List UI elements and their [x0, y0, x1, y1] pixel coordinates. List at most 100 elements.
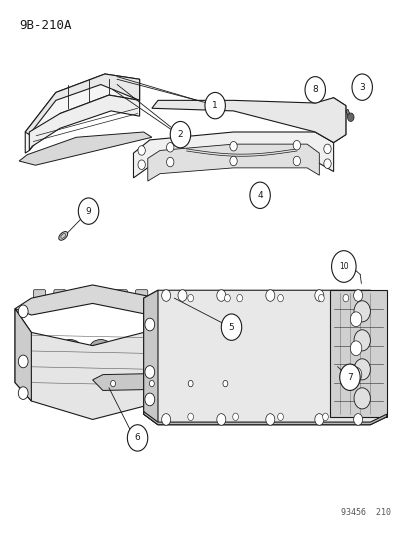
Polygon shape [345, 109, 350, 118]
Polygon shape [314, 98, 345, 142]
Polygon shape [25, 74, 139, 153]
Circle shape [322, 413, 328, 421]
Circle shape [265, 414, 274, 425]
Circle shape [138, 160, 145, 169]
Circle shape [342, 294, 348, 302]
Circle shape [145, 366, 154, 378]
Circle shape [224, 294, 230, 302]
Polygon shape [15, 309, 31, 401]
Circle shape [353, 301, 370, 322]
Ellipse shape [16, 364, 24, 385]
Circle shape [110, 381, 115, 387]
Text: 5: 5 [228, 322, 234, 332]
Circle shape [353, 290, 362, 301]
Circle shape [331, 251, 355, 282]
FancyBboxPatch shape [74, 290, 86, 302]
Polygon shape [143, 290, 158, 425]
Circle shape [78, 198, 99, 224]
Text: 9: 9 [85, 207, 91, 216]
Circle shape [161, 414, 170, 425]
Text: 2: 2 [177, 130, 183, 139]
Circle shape [318, 294, 323, 302]
Circle shape [265, 290, 274, 301]
Ellipse shape [28, 340, 51, 357]
Ellipse shape [59, 340, 81, 357]
Circle shape [188, 413, 193, 421]
Polygon shape [147, 144, 318, 181]
Circle shape [229, 156, 237, 166]
Ellipse shape [120, 375, 146, 387]
Polygon shape [329, 290, 386, 417]
Circle shape [221, 314, 241, 341]
Polygon shape [152, 98, 345, 142]
Circle shape [304, 77, 325, 103]
Text: 9B-210A: 9B-210A [19, 19, 71, 31]
Polygon shape [93, 372, 243, 391]
Polygon shape [15, 285, 158, 317]
Ellipse shape [159, 375, 185, 387]
FancyBboxPatch shape [95, 290, 107, 302]
Ellipse shape [277, 334, 316, 381]
Ellipse shape [195, 375, 222, 387]
Circle shape [166, 157, 173, 167]
Circle shape [166, 142, 173, 152]
Text: 6: 6 [134, 433, 140, 442]
Circle shape [349, 312, 361, 327]
FancyBboxPatch shape [33, 290, 45, 302]
Circle shape [138, 146, 145, 155]
Ellipse shape [16, 341, 24, 361]
Polygon shape [25, 74, 139, 135]
Text: 3: 3 [358, 83, 364, 92]
Circle shape [236, 294, 242, 302]
FancyBboxPatch shape [115, 290, 127, 302]
Circle shape [292, 140, 300, 150]
Text: 1: 1 [212, 101, 218, 110]
Circle shape [351, 74, 372, 100]
Circle shape [216, 290, 225, 301]
Text: 4: 4 [256, 191, 262, 200]
Ellipse shape [89, 376, 112, 394]
Circle shape [18, 387, 28, 399]
FancyBboxPatch shape [54, 290, 66, 302]
Ellipse shape [184, 340, 213, 375]
Polygon shape [19, 132, 152, 165]
Circle shape [232, 413, 238, 421]
Ellipse shape [282, 340, 311, 375]
Circle shape [323, 159, 330, 168]
Circle shape [170, 122, 190, 148]
FancyBboxPatch shape [135, 290, 147, 302]
Circle shape [229, 141, 237, 151]
Polygon shape [143, 290, 386, 425]
Polygon shape [143, 411, 386, 425]
Circle shape [314, 414, 323, 425]
Polygon shape [29, 95, 139, 150]
Circle shape [204, 92, 225, 119]
Circle shape [339, 364, 359, 391]
Circle shape [178, 290, 187, 301]
Polygon shape [133, 132, 333, 178]
Circle shape [127, 425, 147, 451]
Text: 10: 10 [338, 262, 348, 271]
Circle shape [347, 113, 353, 122]
Circle shape [314, 290, 323, 301]
Ellipse shape [233, 340, 262, 375]
Ellipse shape [59, 376, 81, 394]
Circle shape [353, 414, 362, 425]
Circle shape [349, 367, 361, 382]
Circle shape [188, 381, 192, 387]
Circle shape [323, 144, 330, 154]
Circle shape [353, 330, 370, 351]
Circle shape [277, 413, 282, 421]
Circle shape [277, 294, 282, 302]
Circle shape [249, 182, 270, 208]
Circle shape [353, 388, 370, 409]
Circle shape [149, 381, 154, 387]
Circle shape [222, 381, 227, 387]
Ellipse shape [228, 334, 267, 381]
Circle shape [145, 393, 154, 406]
Ellipse shape [89, 340, 112, 357]
Circle shape [145, 318, 154, 331]
Ellipse shape [59, 231, 67, 240]
Circle shape [292, 156, 300, 166]
Circle shape [18, 355, 28, 368]
